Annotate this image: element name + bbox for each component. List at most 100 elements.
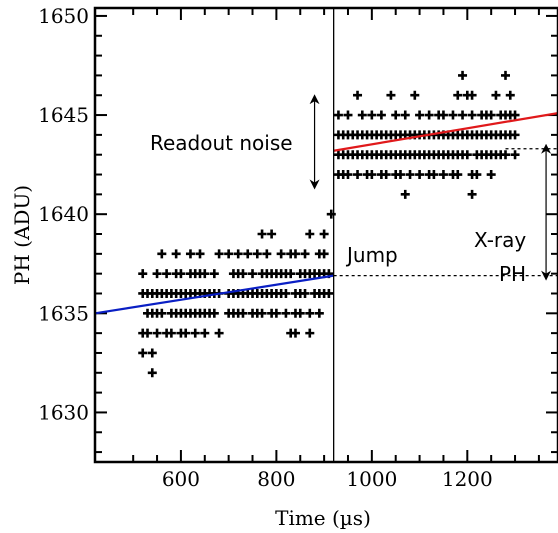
plot-frame xyxy=(93,6,558,464)
data-point xyxy=(405,170,415,180)
data-point xyxy=(391,110,401,120)
fit-lines xyxy=(95,111,558,315)
data-point xyxy=(152,328,162,338)
data-point xyxy=(185,249,195,259)
y-tick-label: 1645 xyxy=(38,103,89,127)
data-point xyxy=(252,249,262,259)
data-point xyxy=(415,110,425,120)
data-point xyxy=(343,170,353,180)
annotation-xray-line1: X-ray xyxy=(474,228,526,252)
data-point xyxy=(472,170,482,180)
data-point xyxy=(143,328,153,338)
data-point xyxy=(400,110,410,120)
data-point xyxy=(467,90,477,100)
data-point xyxy=(171,249,181,259)
data-point xyxy=(262,249,272,259)
data-point xyxy=(157,308,167,318)
data-point xyxy=(267,229,277,239)
data-point xyxy=(190,328,200,338)
data-point xyxy=(462,150,472,160)
data-point xyxy=(286,269,296,279)
y-tick-label: 1650 xyxy=(38,4,89,28)
data-points xyxy=(138,70,520,378)
arrows xyxy=(309,94,552,281)
data-point xyxy=(209,269,219,279)
data-point xyxy=(458,110,468,120)
data-point xyxy=(424,110,434,120)
data-point xyxy=(395,170,405,180)
data-point xyxy=(166,328,176,338)
data-point xyxy=(314,308,324,318)
tick-labels: 600 800 1000 1200 1630 1635 1640 1645 1650 xyxy=(38,4,493,491)
data-point xyxy=(214,249,224,259)
data-point xyxy=(510,150,520,160)
data-point xyxy=(138,269,148,279)
data-point xyxy=(162,269,172,279)
data-point xyxy=(200,328,210,338)
data-point xyxy=(367,110,377,120)
data-point xyxy=(448,110,458,120)
data-point xyxy=(276,249,286,259)
data-point xyxy=(305,308,315,318)
data-point xyxy=(290,249,300,259)
data-point xyxy=(438,170,448,180)
data-point xyxy=(214,328,224,338)
data-point xyxy=(195,249,205,259)
y-tick-label: 1640 xyxy=(38,202,89,226)
x-tick-label: 1200 xyxy=(442,467,493,491)
y-tick-label: 1635 xyxy=(38,301,89,325)
data-point xyxy=(147,368,157,378)
data-point xyxy=(257,308,267,318)
data-point xyxy=(410,90,420,100)
data-point xyxy=(353,170,363,180)
data-point xyxy=(319,229,329,239)
data-point xyxy=(181,328,191,338)
data-point xyxy=(243,249,253,259)
data-point xyxy=(381,170,391,180)
data-point xyxy=(505,90,515,100)
data-point xyxy=(438,110,448,120)
data-point xyxy=(224,249,234,259)
data-point xyxy=(343,110,353,120)
y-tick-label: 1630 xyxy=(38,400,89,424)
data-point xyxy=(176,269,186,279)
data-point xyxy=(233,249,243,259)
data-point xyxy=(324,288,334,298)
data-point xyxy=(510,110,520,120)
data-point xyxy=(147,348,157,358)
data-point xyxy=(319,249,329,259)
data-point xyxy=(486,170,496,180)
data-point xyxy=(467,110,477,120)
data-point xyxy=(157,249,167,259)
data-point xyxy=(376,110,386,120)
data-point xyxy=(326,209,336,219)
x-tick-label: 800 xyxy=(257,467,295,491)
data-point xyxy=(138,348,148,358)
annotation-xray-line2: PH xyxy=(499,262,526,286)
data-point xyxy=(386,90,396,100)
data-point xyxy=(295,308,305,318)
data-point xyxy=(152,269,162,279)
fit-line-before-jump xyxy=(95,274,334,315)
data-point xyxy=(467,189,477,199)
data-point xyxy=(429,170,439,180)
annotation-jump: Jump xyxy=(345,243,398,267)
data-point xyxy=(357,110,367,120)
data-point xyxy=(305,328,315,338)
data-point xyxy=(305,229,315,239)
data-point xyxy=(257,229,267,239)
data-point xyxy=(248,269,258,279)
data-point xyxy=(453,90,463,100)
annotation-readout-noise: Readout noise xyxy=(150,131,293,155)
data-point xyxy=(333,110,343,120)
data-point xyxy=(209,308,219,318)
data-point xyxy=(500,70,510,80)
x-tick-label: 600 xyxy=(162,467,200,491)
y-axis-label: PH (ADU) xyxy=(10,185,34,285)
data-point xyxy=(491,90,501,100)
data-point xyxy=(281,288,291,298)
data-point xyxy=(500,150,510,160)
data-point xyxy=(300,288,310,298)
data-point xyxy=(367,170,377,180)
